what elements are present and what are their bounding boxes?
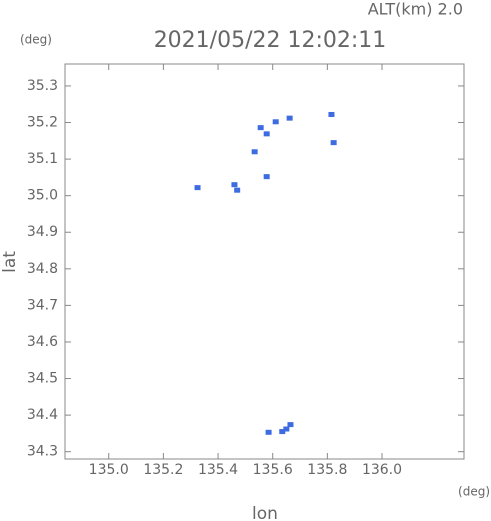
x-tick-label: 135.8 — [307, 462, 347, 478]
point — [234, 187, 241, 193]
point — [272, 119, 279, 125]
y-tick-label: 34.3 — [27, 444, 58, 460]
subtitle: ALT(km) 2.0 — [368, 0, 463, 19]
y-axis-label: lat — [0, 251, 20, 273]
y-tick-label: 34.8 — [27, 261, 58, 277]
y-tick-label: 34.7 — [27, 297, 58, 313]
point — [194, 185, 201, 191]
point — [330, 140, 337, 146]
y-tick-label: 35.2 — [27, 115, 58, 131]
plot-frame — [64, 63, 465, 460]
x-tick-label: 135.2 — [143, 462, 183, 478]
y-tick-label: 34.4 — [27, 407, 58, 423]
point — [263, 174, 270, 180]
point — [231, 182, 238, 188]
x-tick-label: 136.0 — [362, 462, 402, 478]
y-tick-label: 34.5 — [27, 371, 58, 387]
y-tick-label: 35.3 — [27, 78, 58, 94]
point — [287, 422, 294, 428]
point — [257, 125, 264, 131]
point — [283, 426, 290, 432]
chart-title: 2021/05/22 12:02:11 — [154, 28, 387, 53]
point — [265, 429, 272, 435]
x-unit: (deg) — [458, 485, 490, 499]
point — [263, 131, 270, 137]
y-tick-label: 35.0 — [27, 188, 58, 204]
point — [328, 111, 335, 117]
x-axis-label: lon — [252, 504, 278, 521]
x-tick-label: 135.0 — [89, 462, 129, 478]
y-tick-label: 34.9 — [27, 224, 58, 240]
point — [279, 429, 286, 435]
y-tick-label: 35.1 — [27, 151, 58, 167]
x-tick-label: 135.4 — [198, 462, 238, 478]
point — [251, 149, 258, 155]
y-tick-label: 34.6 — [27, 334, 58, 350]
point — [286, 115, 293, 121]
y-unit: (deg) — [20, 33, 52, 47]
x-tick-label: 135.6 — [253, 462, 293, 478]
